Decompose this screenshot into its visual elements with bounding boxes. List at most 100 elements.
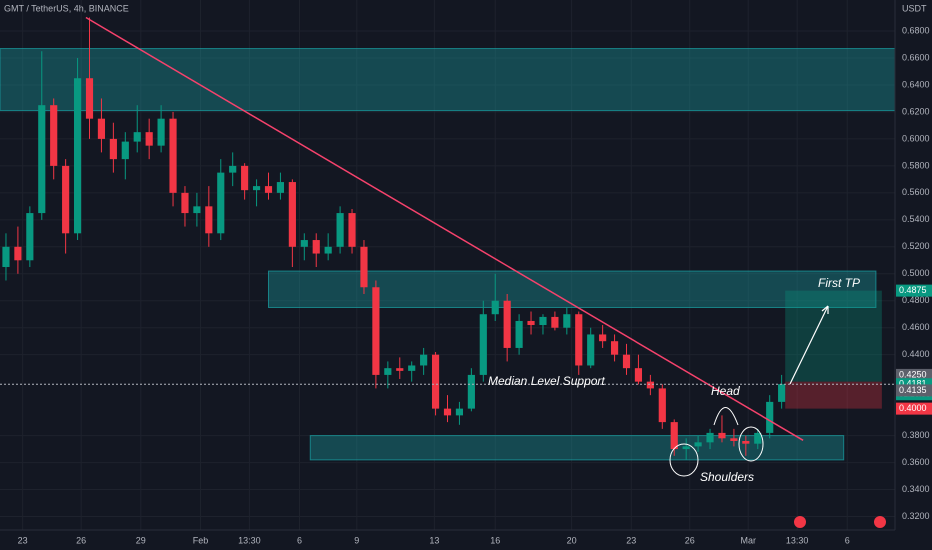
candle-body bbox=[133, 132, 141, 142]
candle-body bbox=[515, 320, 523, 348]
zone bbox=[268, 270, 877, 308]
candle-body bbox=[50, 105, 58, 166]
annotation: Median Level Support bbox=[488, 374, 605, 388]
annotation: Shoulders bbox=[700, 470, 754, 484]
candle-body bbox=[109, 138, 117, 160]
candle-body bbox=[324, 246, 332, 254]
trendline bbox=[85, 16, 804, 441]
y-tick-label: 0.3400 bbox=[902, 484, 930, 494]
y-tick-label: 0.6000 bbox=[902, 133, 930, 143]
candle-body bbox=[157, 118, 165, 146]
candle-body bbox=[754, 432, 762, 444]
candle-body bbox=[778, 384, 786, 402]
y-tick-label: 0.5400 bbox=[902, 214, 930, 224]
candle-body bbox=[372, 287, 380, 375]
candle-body bbox=[575, 314, 583, 366]
x-tick-label: 20 bbox=[567, 535, 577, 545]
y-tick-label: 0.6600 bbox=[902, 52, 930, 62]
y-tick-label: 0.4800 bbox=[902, 295, 930, 305]
candle-body bbox=[551, 316, 559, 328]
annotation: First TP bbox=[818, 276, 860, 290]
y-tick-label: 0.3200 bbox=[902, 511, 930, 521]
annotation: Head bbox=[711, 384, 740, 398]
candle-body bbox=[181, 192, 189, 214]
x-tick-label: 13:30 bbox=[786, 535, 809, 545]
candle-body bbox=[384, 368, 392, 375]
candle-body bbox=[169, 118, 177, 193]
candle-body bbox=[587, 334, 595, 366]
candle-body bbox=[479, 314, 487, 375]
candle-body bbox=[396, 368, 404, 371]
candle-body bbox=[312, 240, 320, 254]
candles bbox=[2, 17, 786, 460]
zones bbox=[0, 48, 896, 461]
candle-body bbox=[431, 354, 440, 409]
x-tick-label: 26 bbox=[685, 535, 695, 545]
x-tick-label: Mar bbox=[740, 535, 756, 545]
x-tick-label: 13:30 bbox=[238, 535, 261, 545]
y-tick-label: 0.6800 bbox=[902, 25, 930, 35]
candle-body bbox=[634, 368, 643, 382]
candle-body bbox=[766, 401, 774, 433]
tp-arrowhead bbox=[821, 305, 829, 314]
candle-body bbox=[503, 300, 511, 348]
candle-body bbox=[599, 334, 607, 342]
candle-body bbox=[670, 422, 678, 450]
price-badge-label: 0.4135 bbox=[899, 385, 927, 395]
candle-body bbox=[300, 240, 308, 247]
event-icon bbox=[794, 516, 806, 528]
candle-body bbox=[62, 165, 70, 234]
candle-body bbox=[408, 365, 416, 371]
candle-body bbox=[539, 316, 547, 326]
candle-body bbox=[646, 381, 654, 389]
candle-body bbox=[491, 300, 499, 315]
price-badge-label: 0.4875 bbox=[899, 285, 927, 295]
candle-body bbox=[264, 186, 273, 193]
candle-body bbox=[742, 440, 750, 444]
candle-body bbox=[694, 442, 702, 447]
x-tick-label: 9 bbox=[354, 535, 359, 545]
candle-body bbox=[336, 213, 344, 247]
candle-body bbox=[455, 408, 464, 416]
price-badge bbox=[896, 384, 932, 397]
candle-body bbox=[682, 446, 690, 450]
candle-body bbox=[73, 78, 82, 234]
event-icon bbox=[874, 516, 886, 528]
candle-body bbox=[26, 213, 34, 261]
candle-body bbox=[193, 206, 201, 214]
x-tick-label: 16 bbox=[490, 535, 500, 545]
grid bbox=[0, 0, 895, 530]
candle-body bbox=[276, 182, 285, 193]
candle-body bbox=[718, 432, 726, 439]
y-tick-label: 0.4600 bbox=[902, 322, 930, 332]
candle-body bbox=[38, 105, 46, 214]
candle-body bbox=[14, 246, 22, 261]
y-axis-label: USDT bbox=[902, 3, 927, 13]
position-loss bbox=[785, 381, 882, 409]
x-tick-label: 26 bbox=[76, 535, 86, 545]
candle-body bbox=[85, 78, 94, 119]
x-tick-label: 6 bbox=[845, 535, 850, 545]
y-tick-label: 0.4400 bbox=[902, 349, 930, 359]
candle-body bbox=[241, 165, 249, 191]
candle-body bbox=[658, 388, 666, 423]
candle-body bbox=[348, 213, 356, 247]
candle-body bbox=[145, 132, 153, 146]
y-tick-label: 0.3800 bbox=[902, 430, 930, 440]
shoulder-left bbox=[669, 443, 699, 477]
overlays bbox=[0, 16, 895, 441]
zone bbox=[0, 48, 896, 112]
x-tick-label: 6 bbox=[297, 535, 302, 545]
candle-body bbox=[467, 374, 475, 409]
x-tick-label: 29 bbox=[136, 535, 146, 545]
shoulder-right bbox=[738, 426, 764, 462]
price-badge bbox=[896, 368, 932, 381]
candle-body bbox=[706, 432, 714, 443]
y-tick-label: 0.6400 bbox=[902, 79, 930, 89]
y-tick-label: 0.3600 bbox=[902, 457, 930, 467]
candle-body bbox=[563, 314, 571, 328]
price-badge-label: 0.4000 bbox=[899, 403, 927, 413]
x-tick-label: 23 bbox=[626, 535, 636, 545]
